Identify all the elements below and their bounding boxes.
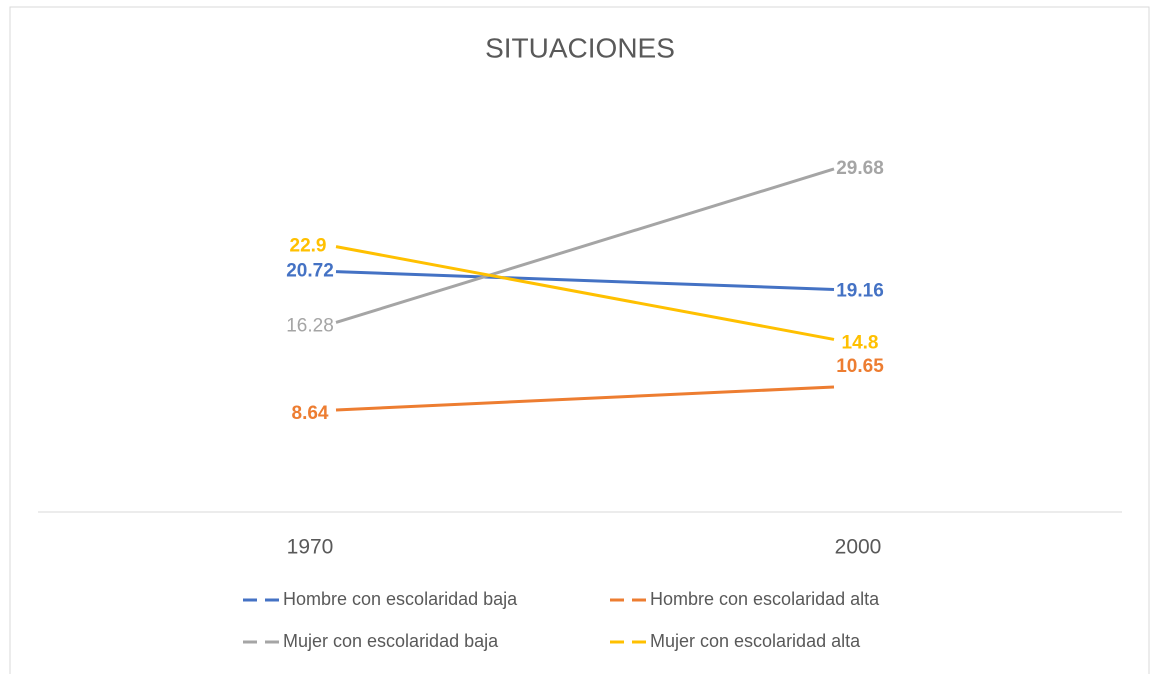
data-label: 29.68 [836,158,884,179]
data-label: 8.64 [292,403,329,424]
series-line [335,167,835,324]
data-label: 14.8 [842,332,879,353]
series-line [335,385,835,412]
legend-label: Hombre con escolaridad alta [650,589,880,609]
legend-label: Mujer con escolaridad alta [650,631,861,651]
legend-label: Mujer con escolaridad baja [283,631,499,651]
x-tick-label: 2000 [835,536,882,559]
chart-border [9,6,1150,674]
chart-title: SITUACIONES [485,32,675,63]
data-label: 19.16 [836,280,884,301]
data-label: 20.72 [286,261,334,282]
data-label: 22.9 [290,236,327,257]
series-line [335,270,835,291]
series-line [335,245,835,341]
data-label: 10.65 [836,356,884,377]
x-tick-label: 1970 [287,536,334,559]
data-label: 16.28 [286,315,334,336]
legend-label: Hombre con escolaridad baja [283,589,518,609]
